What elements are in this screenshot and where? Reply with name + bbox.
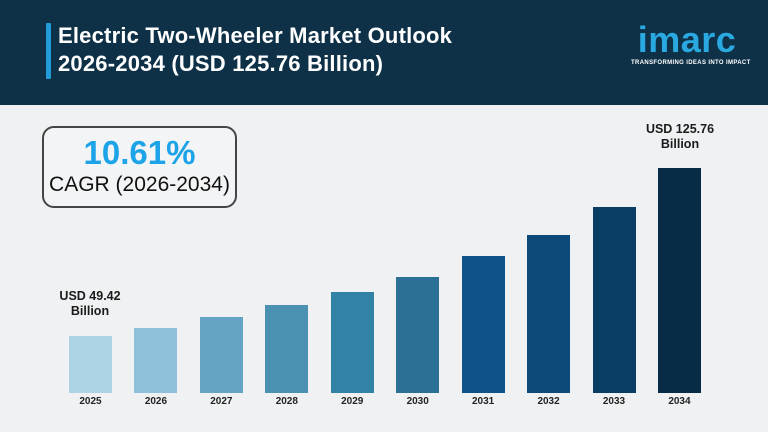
bar-2027 (199, 317, 243, 393)
bar-column-2029: 2029 (330, 292, 374, 407)
last-bar-value-label: USD 125.76 Billion (620, 122, 740, 152)
x-axis-label-2033: 2033 (602, 396, 626, 407)
first-bar-value-line1: USD 49.42 (59, 289, 121, 303)
bar-2031 (461, 256, 505, 393)
imarc-tagline: TRANSFORMING IDEAS INTO IMPACT (631, 60, 751, 66)
title-accent-bar (46, 23, 51, 79)
cagr-value: 10.61% (83, 134, 196, 171)
bar-column-2031: 2031 (461, 256, 505, 407)
bar-2028 (265, 305, 309, 393)
bar-2034 (657, 168, 701, 393)
bar-column-2030: 2030 (396, 277, 440, 407)
x-axis-label-2030: 2030 (406, 396, 429, 407)
cagr-badge: 10.61% CAGR (2026-2034) (42, 126, 237, 208)
bar-column-2027: 2027 (199, 317, 243, 407)
bar-column-2026: 2026 (134, 328, 178, 407)
x-axis-label-2034: 2034 (668, 396, 691, 407)
bar-2029 (330, 292, 374, 393)
first-bar-value-line2: Billion (70, 304, 110, 318)
bar-2033 (592, 207, 636, 393)
page-title-line1: Electric Two-Wheeler Market Outlook (58, 23, 453, 48)
x-axis-label-2031: 2031 (472, 396, 495, 407)
x-axis-label-2027: 2027 (210, 396, 233, 407)
page-title: Electric Two-Wheeler Market Outlook 2026… (58, 22, 452, 78)
bar-2032 (527, 235, 571, 393)
bar-column-2034: 2034 (657, 168, 701, 407)
x-axis-label-2026: 2026 (144, 396, 168, 407)
bar-column-2032: 2032 (527, 235, 571, 407)
x-axis-label-2028: 2028 (275, 396, 298, 407)
last-bar-value-line2: Billion (660, 137, 700, 151)
x-axis-label-2029: 2029 (341, 396, 364, 407)
bar-column-2033: 2033 (592, 207, 636, 407)
first-bar-value-label: USD 49.42 Billion (30, 289, 150, 319)
header: Electric Two-Wheeler Market Outlook 2026… (0, 0, 768, 105)
bar-2030 (396, 277, 440, 393)
x-axis-label-2032: 2032 (537, 396, 560, 407)
bar-2026 (134, 328, 178, 393)
imarc-wordmark: imarc (637, 19, 737, 60)
last-bar-value-line1: USD 125.76 (645, 122, 715, 136)
page-title-line2: 2026-2034 (USD 125.76 Billion) (58, 51, 384, 76)
bar-2025 (69, 336, 112, 393)
cagr-label: CAGR (2026-2034) (49, 173, 230, 196)
bar-column-2025: 2025 (69, 336, 112, 407)
imarc-logo: imarc TRANSFORMING IDEAS INTO IMPACT (631, 19, 751, 67)
bar-column-2028: 2028 (265, 305, 309, 407)
x-axis-label-2025: 2025 (79, 396, 102, 407)
bars-row: 2025 2026 2027 2028 2029 2030 2031 2032 2033 2034 (69, 168, 701, 407)
